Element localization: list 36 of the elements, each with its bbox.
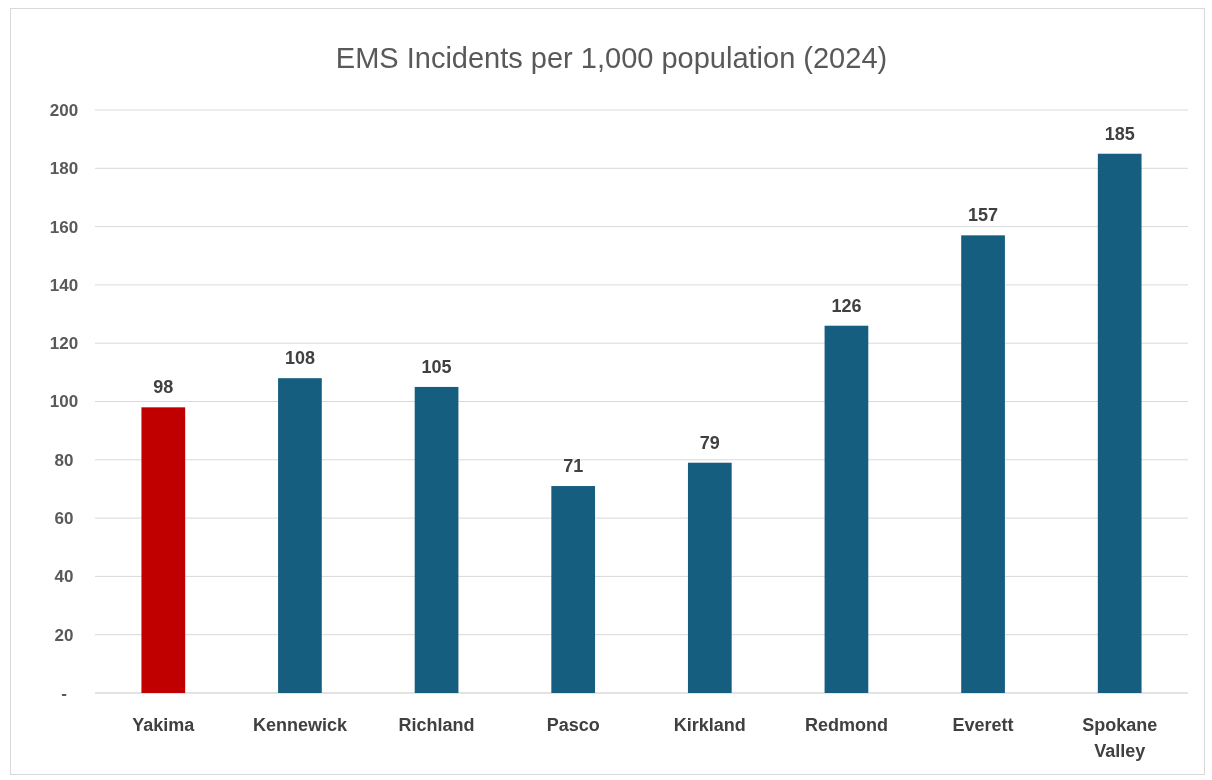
y-tick-label: 120	[49, 334, 79, 354]
y-tick-label: 160	[49, 217, 79, 237]
x-tick-label: Spokane Valley	[1082, 715, 1158, 761]
y-tick-label: 20	[54, 625, 74, 645]
x-tick-label: Richland	[398, 715, 475, 735]
y-tick-label: 40	[54, 567, 74, 587]
y-tick-label: 140	[49, 275, 79, 295]
data-label: 157	[968, 205, 999, 226]
data-label: 71	[563, 456, 584, 477]
y-tick-label: 200	[49, 100, 79, 120]
chart-title: EMS Incidents per 1,000 population (2024)	[335, 42, 888, 74]
x-tick-label: Yakima	[132, 715, 196, 735]
x-tick-label: Kirkland	[673, 715, 746, 735]
bar	[824, 325, 869, 693]
y-tick-label: -	[61, 683, 67, 703]
x-tick-label: Kennewick	[252, 715, 348, 735]
data-label: 105	[421, 356, 452, 377]
data-label: 98	[153, 377, 174, 398]
bar	[551, 486, 596, 693]
bar	[1097, 153, 1142, 693]
data-label: 126	[831, 295, 862, 316]
data-label: 108	[284, 348, 315, 369]
y-tick-label: 60	[54, 509, 74, 529]
data-label: 79	[699, 432, 720, 453]
data-label: 185	[1104, 123, 1135, 144]
bar	[141, 407, 186, 693]
bar	[414, 386, 459, 693]
x-tick-label: Redmond	[804, 715, 888, 735]
y-tick-label: 180	[49, 159, 79, 179]
bar	[961, 235, 1005, 693]
y-tick-label: 80	[54, 450, 74, 470]
bar	[687, 462, 732, 693]
x-tick-label: Pasco	[546, 715, 600, 735]
y-tick-label: 100	[49, 392, 79, 412]
x-tick-label: Everett	[952, 715, 1014, 735]
bar	[278, 378, 322, 693]
